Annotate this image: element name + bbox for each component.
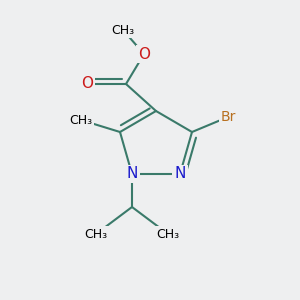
Text: Br: Br bbox=[220, 110, 236, 124]
Text: CH₃: CH₃ bbox=[111, 23, 135, 37]
Text: N: N bbox=[174, 167, 186, 182]
Text: CH₃: CH₃ bbox=[69, 113, 93, 127]
Text: CH₃: CH₃ bbox=[156, 227, 180, 241]
Text: O: O bbox=[138, 46, 150, 62]
Text: CH₃: CH₃ bbox=[84, 227, 108, 241]
Text: N: N bbox=[126, 167, 138, 182]
Text: O: O bbox=[81, 76, 93, 92]
